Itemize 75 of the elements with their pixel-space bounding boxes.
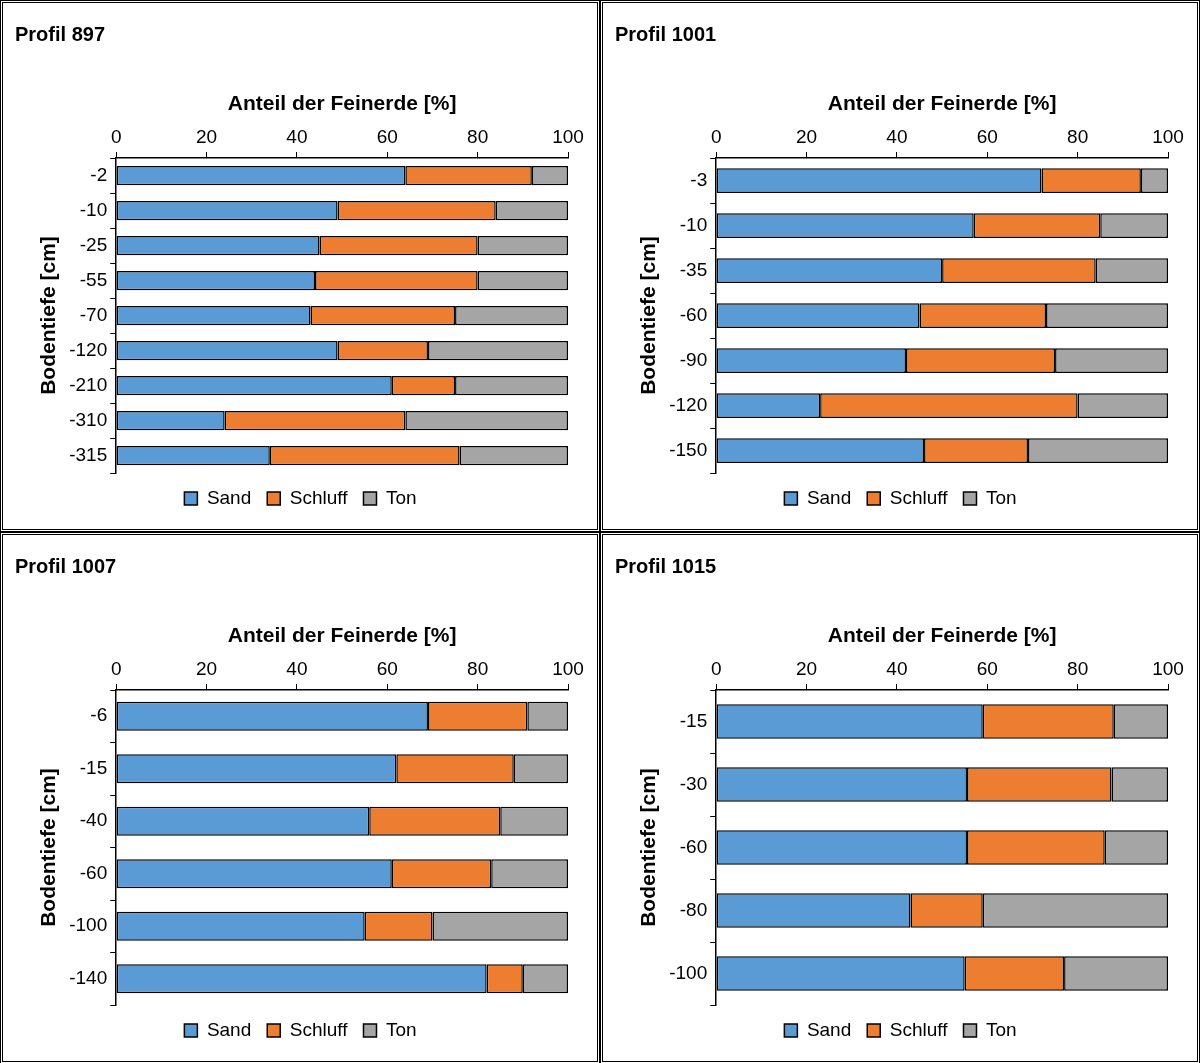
y-tick-label: -55	[79, 268, 108, 290]
x-axis-title: Anteil der Feinerde [%]	[827, 91, 1057, 115]
x-tick-label: 0	[710, 125, 722, 147]
y-tick-label: -60	[679, 303, 708, 325]
y-tick-label: -35	[679, 258, 708, 280]
x-axis-title: Anteil der Feinerde [%]	[827, 623, 1057, 647]
y-tick-label: -100	[69, 914, 108, 936]
y-tick-label: -210	[69, 373, 108, 395]
legend-label: Schluff	[889, 486, 949, 508]
x-tick-label: 20	[796, 125, 818, 147]
y-tick-label: -140	[69, 966, 108, 988]
x-tick-label: 40	[886, 125, 908, 147]
x-tick-label: 0	[710, 657, 722, 679]
y-tick-label: -60	[79, 861, 108, 883]
y-axis-title: Bodentiefe [cm]	[36, 236, 60, 395]
y-tick-label: -315	[69, 443, 108, 465]
chart-title: Profil 1001	[615, 23, 717, 46]
x-tick-label: 100	[552, 657, 584, 679]
legend-label: Ton	[385, 486, 417, 508]
x-tick-label: 40	[286, 125, 308, 147]
x-tick-label: 100	[552, 125, 584, 147]
y-tick-label: -60	[679, 835, 708, 857]
y-tick-label: -100	[669, 961, 708, 983]
legend-label: Ton	[985, 486, 1017, 508]
legend-label: Ton	[985, 1018, 1017, 1040]
chart-title: Profil 1007	[15, 555, 117, 578]
y-tick-label: -15	[679, 709, 708, 731]
x-tick-label: 80	[467, 657, 489, 679]
legend-label: Sand	[806, 1018, 852, 1040]
legend-label: Schluff	[289, 486, 349, 508]
y-tick-label: -150	[669, 438, 708, 460]
legend-label: Schluff	[289, 1018, 349, 1040]
legend-label: Sand	[206, 1018, 252, 1040]
x-tick-label: 0	[110, 125, 122, 147]
legend-label: Sand	[806, 486, 852, 508]
y-tick-label: -6	[90, 704, 108, 726]
x-tick-label: 60	[376, 125, 398, 147]
x-tick-label: 100	[1152, 657, 1184, 679]
y-tick-label: -15	[79, 756, 108, 778]
x-tick-label: 20	[196, 125, 218, 147]
x-tick-label: 100	[1152, 125, 1184, 147]
y-tick-label: -120	[69, 338, 108, 360]
x-tick-label: 80	[1067, 125, 1089, 147]
x-axis-title: Anteil der Feinerde [%]	[227, 91, 457, 115]
y-tick-label: -80	[679, 898, 708, 920]
x-tick-label: 20	[196, 657, 218, 679]
y-tick-label: -10	[679, 213, 708, 235]
y-tick-label: -40	[79, 809, 108, 831]
y-axis-title: Bodentiefe [cm]	[36, 768, 60, 927]
x-tick-label: 40	[286, 657, 308, 679]
x-tick-label: 80	[467, 125, 489, 147]
y-tick-label: -25	[79, 233, 108, 255]
x-tick-label: 80	[1067, 657, 1089, 679]
y-axis-title: Bodentiefe [cm]	[636, 236, 660, 395]
y-tick-label: -2	[90, 163, 108, 185]
legend-label: Ton	[385, 1018, 417, 1040]
y-tick-label: -10	[79, 198, 108, 220]
y-tick-label: -310	[69, 408, 108, 430]
chart-title: Profil 897	[15, 23, 106, 46]
chart-title: Profil 1015	[615, 555, 717, 578]
x-tick-label: 0	[110, 657, 122, 679]
x-tick-label: 60	[976, 657, 998, 679]
x-tick-label: 20	[796, 657, 818, 679]
y-axis-title: Bodentiefe [cm]	[636, 768, 660, 927]
y-tick-label: -3	[690, 168, 708, 190]
x-axis-title: Anteil der Feinerde [%]	[227, 623, 457, 647]
x-tick-label: 40	[886, 657, 908, 679]
legend-label: Schluff	[889, 1018, 949, 1040]
y-tick-label: -90	[679, 348, 708, 370]
x-tick-label: 60	[976, 125, 998, 147]
y-tick-label: -30	[679, 772, 708, 794]
y-tick-label: -70	[79, 303, 108, 325]
y-tick-label: -120	[669, 393, 708, 415]
x-tick-label: 60	[376, 657, 398, 679]
legend-label: Sand	[206, 486, 252, 508]
